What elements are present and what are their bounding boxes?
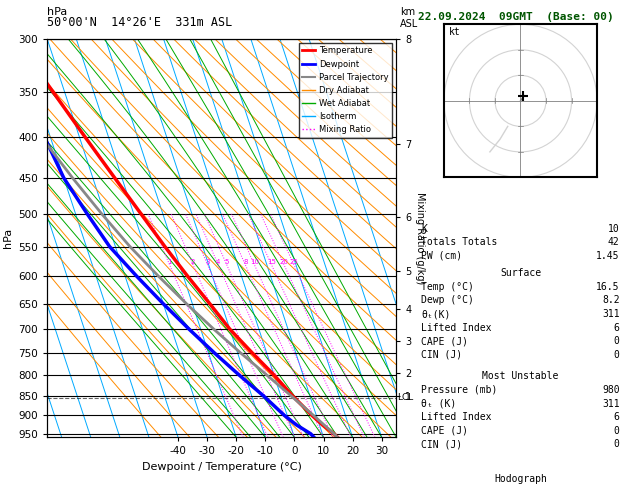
Text: 8.2: 8.2 [602,295,620,306]
Text: kt: kt [449,27,461,36]
Text: 0: 0 [614,439,620,450]
Text: Dewp (°C): Dewp (°C) [421,295,474,306]
Text: LCL: LCL [397,393,413,402]
Text: CIN (J): CIN (J) [421,439,462,450]
Text: 5: 5 [225,259,229,265]
Y-axis label: Mixing Ratio (g/kg): Mixing Ratio (g/kg) [415,192,425,284]
Text: Most Unstable: Most Unstable [482,371,559,382]
Text: 980: 980 [602,385,620,395]
Text: 2: 2 [191,259,195,265]
Text: Pressure (mb): Pressure (mb) [421,385,498,395]
Text: 0: 0 [614,336,620,347]
Text: km
ASL: km ASL [400,7,418,29]
Text: θₜ (K): θₜ (K) [421,399,457,409]
Text: PW (cm): PW (cm) [421,251,462,261]
Text: CIN (J): CIN (J) [421,350,462,360]
Text: 4: 4 [216,259,220,265]
Text: K: K [421,224,427,234]
Text: hPa: hPa [47,7,67,17]
Text: 1.45: 1.45 [596,251,620,261]
Text: 6: 6 [614,412,620,422]
Text: 1: 1 [167,259,172,265]
Text: 311: 311 [602,399,620,409]
Text: 8: 8 [243,259,248,265]
X-axis label: Dewpoint / Temperature (°C): Dewpoint / Temperature (°C) [142,462,302,472]
Text: 3: 3 [205,259,210,265]
Text: Lifted Index: Lifted Index [421,323,492,333]
Text: Hodograph: Hodograph [494,474,547,485]
Y-axis label: hPa: hPa [3,228,13,248]
Text: 10: 10 [608,224,620,234]
Text: 10: 10 [250,259,259,265]
Text: 42: 42 [608,237,620,247]
Text: 50°00'N  14°26'E  331m ASL: 50°00'N 14°26'E 331m ASL [47,16,233,29]
Text: 0: 0 [614,350,620,360]
Text: θₜ(K): θₜ(K) [421,309,451,319]
Text: 6: 6 [614,323,620,333]
Text: Totals Totals: Totals Totals [421,237,498,247]
Text: 0: 0 [614,426,620,436]
Text: 15: 15 [267,259,276,265]
Text: 20: 20 [280,259,289,265]
Text: Surface: Surface [500,268,541,278]
Text: 16.5: 16.5 [596,282,620,292]
Text: CAPE (J): CAPE (J) [421,336,469,347]
Text: 25: 25 [289,259,298,265]
Text: Lifted Index: Lifted Index [421,412,492,422]
Text: CAPE (J): CAPE (J) [421,426,469,436]
Text: 22.09.2024  09GMT  (Base: 00): 22.09.2024 09GMT (Base: 00) [418,12,614,22]
Legend: Temperature, Dewpoint, Parcel Trajectory, Dry Adiabat, Wet Adiabat, Isotherm, Mi: Temperature, Dewpoint, Parcel Trajectory… [299,43,392,138]
Text: 311: 311 [602,309,620,319]
Text: Temp (°C): Temp (°C) [421,282,474,292]
